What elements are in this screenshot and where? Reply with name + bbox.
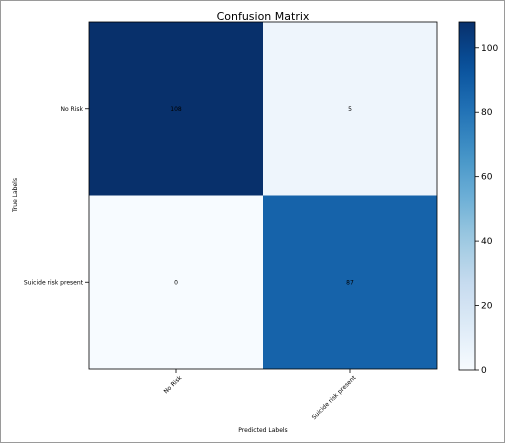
heatmap-cell	[89, 195, 263, 369]
heatmap-cell	[263, 195, 437, 369]
colorbar-tick-label: 80	[481, 108, 493, 118]
chart-title: Confusion Matrix	[217, 10, 310, 23]
y-tick-label: No Risk	[60, 106, 83, 113]
heatmap-cells: 108 5 0 87	[89, 22, 437, 369]
cell-value-label: 108	[170, 106, 182, 113]
y-tick-label: Suicide risk present	[24, 279, 84, 286]
heatmap-cell	[89, 22, 263, 196]
x-axis-label: Predicted Labels	[238, 427, 287, 434]
colorbar-ticks: 0 20 40 60 80 100	[475, 44, 498, 376]
x-tick-label: Suicide risk present	[311, 374, 358, 421]
colorbar-gradient	[458, 21, 476, 371]
y-tick-labels: No Risk Suicide risk present	[24, 106, 89, 286]
colorbar-tick-label: 0	[481, 366, 487, 376]
heatmap-cell	[263, 22, 437, 196]
colorbar-tick-label: 20	[481, 302, 493, 312]
colorbar: 0 20 40 60 80 100	[458, 21, 498, 376]
plot-border	[88, 21, 438, 370]
cell-value-label: 87	[346, 279, 354, 286]
x-tick-labels: No Risk Suicide risk present	[163, 369, 358, 421]
colorbar-tick-label: 40	[481, 237, 493, 247]
colorbar-tick-label: 100	[481, 44, 498, 54]
x-tick-label: No Risk	[163, 374, 184, 395]
y-axis-label: True Labels	[12, 178, 19, 213]
colorbar-tick-label: 60	[481, 173, 493, 183]
cell-value-label: 0	[174, 279, 178, 286]
cell-value-label: 5	[348, 106, 352, 113]
